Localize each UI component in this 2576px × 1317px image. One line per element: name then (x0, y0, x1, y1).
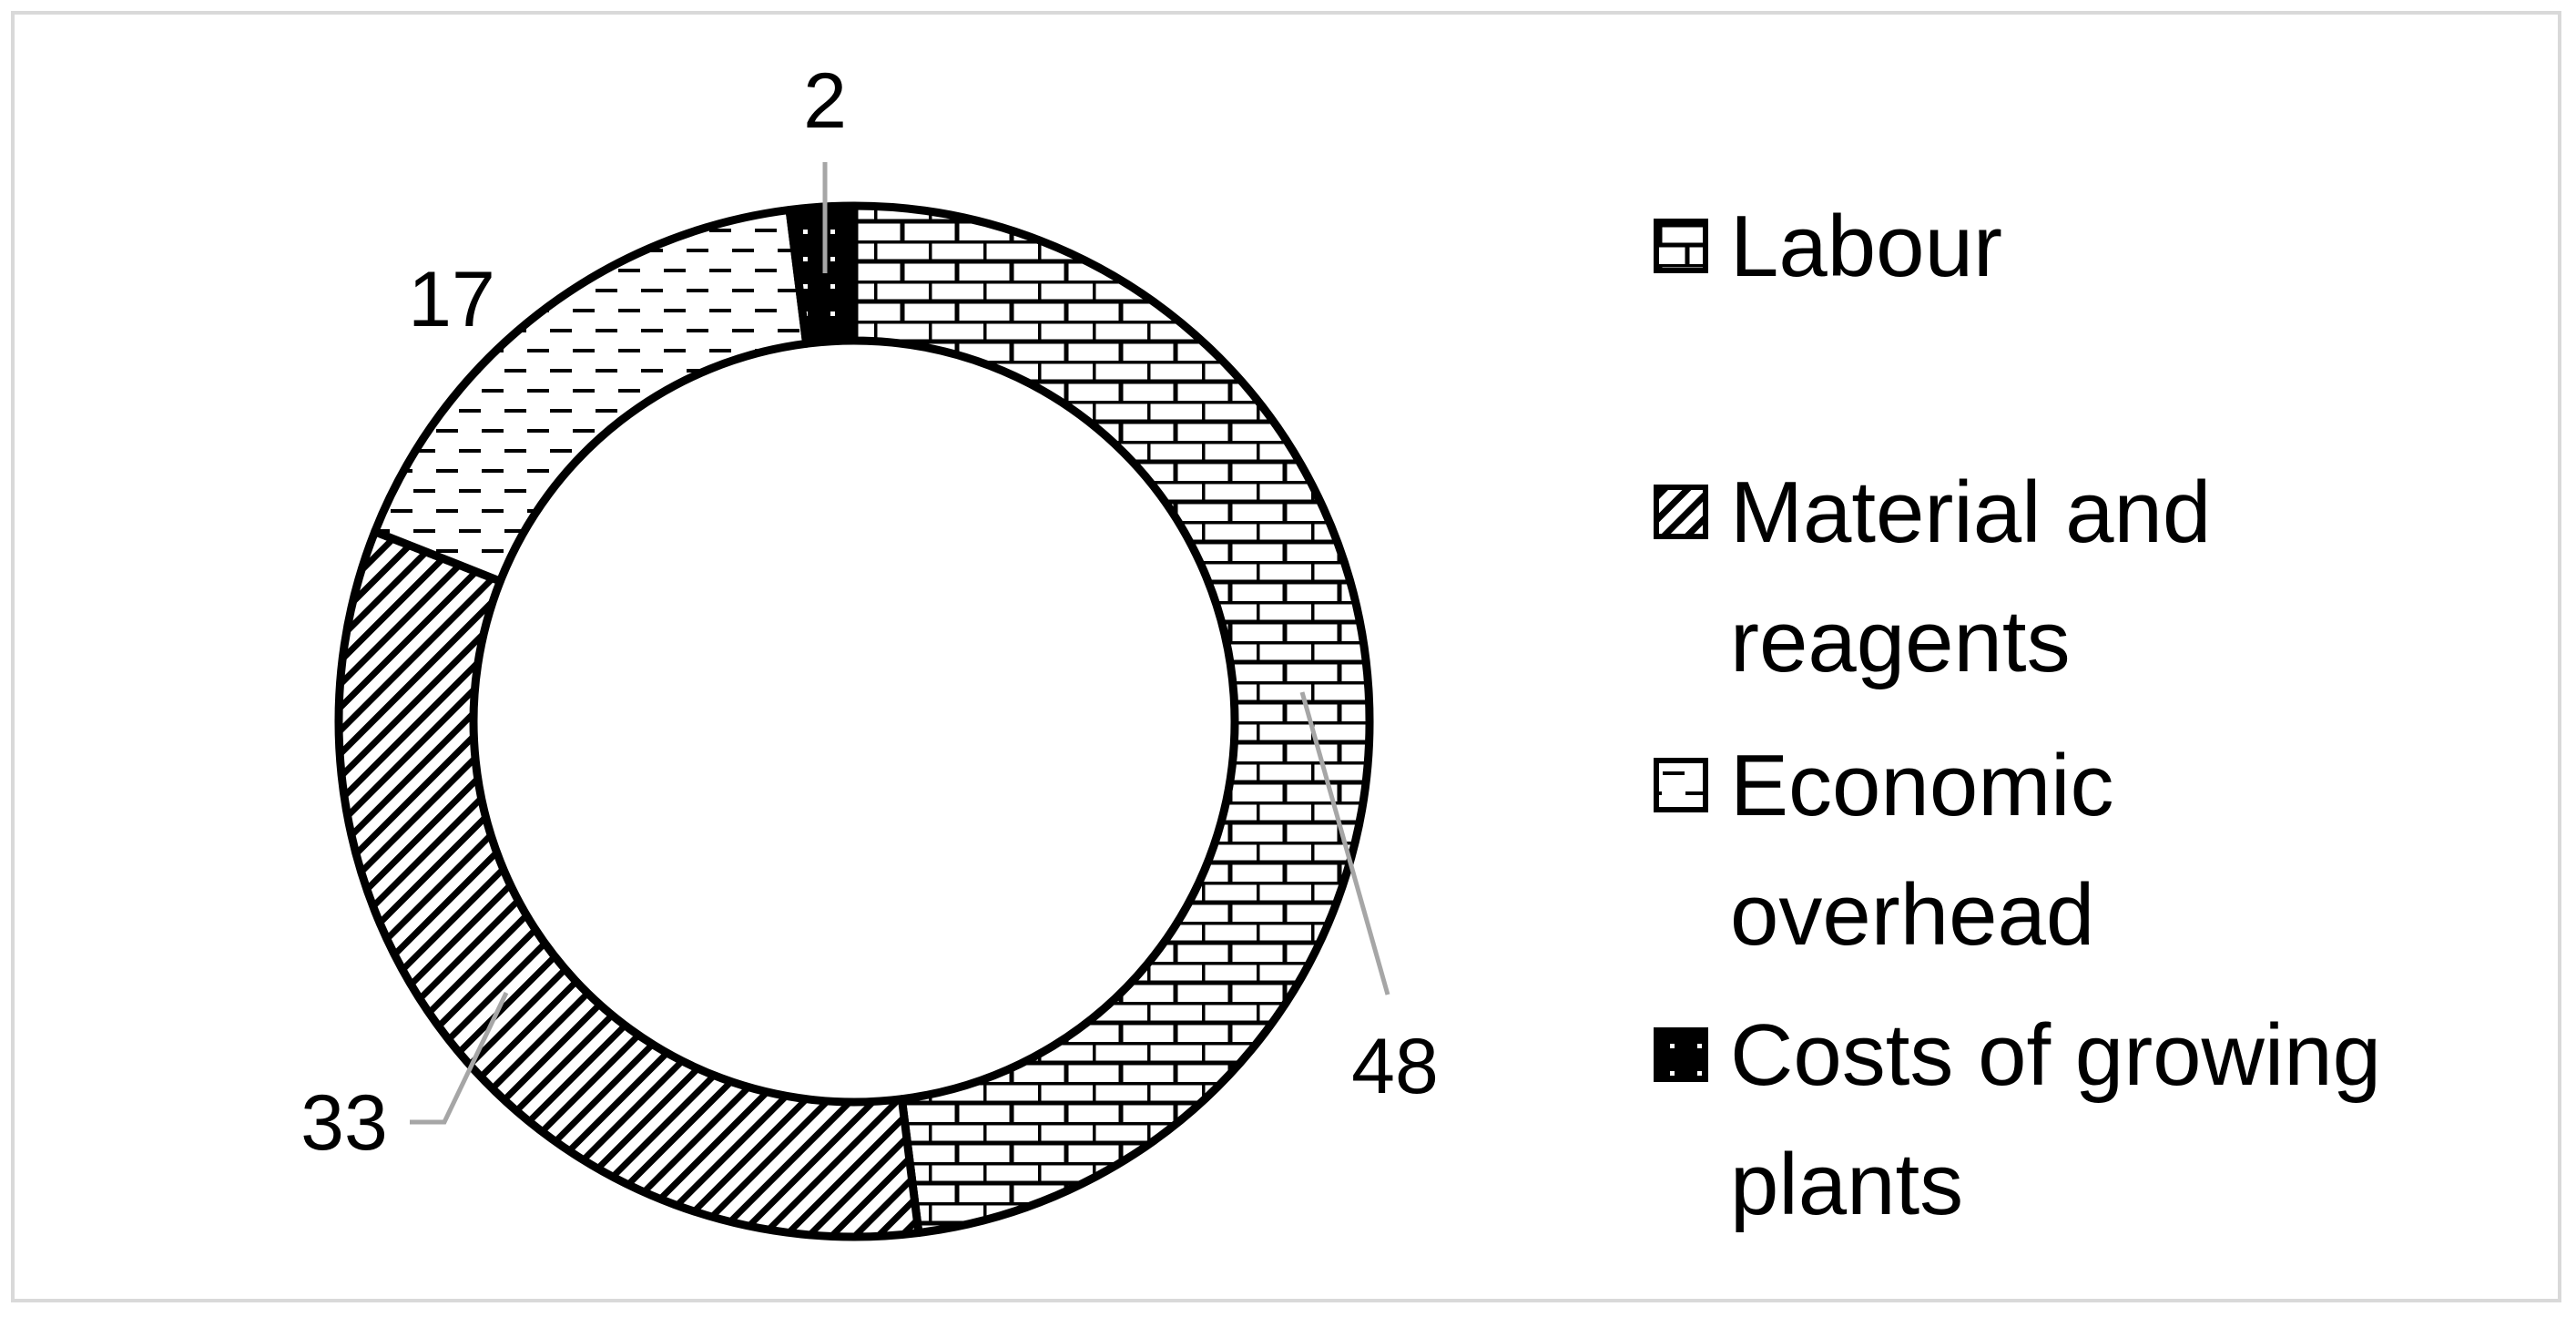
data-label-costs-of-growing-plants: 2 (803, 57, 847, 145)
slice-labour (850, 201, 1374, 1238)
legend-item-costs-of-growing-plants: Costs of growing plants (1654, 991, 2495, 1250)
legend-label-labour: Labour (1730, 198, 2002, 295)
data-label-labour: 48 (1351, 1023, 1439, 1110)
legend-swatch-costs-of-growing-plants (1654, 1027, 1708, 1082)
legend-label-costs-of-growing-plants: Costs of growing plants (1730, 1006, 2381, 1233)
legend-swatch-economic-overhead (1654, 758, 1708, 812)
legend-item-labour: Labour (1654, 182, 2495, 311)
slice-costs-of-growing-plants (785, 201, 859, 348)
legend-label-economic-overhead: Economic overhead (1730, 737, 2114, 964)
legend-item-material-and-reagents: Material and reagents (1654, 448, 2495, 707)
data-label-economic-overhead: 17 (408, 256, 495, 343)
leader-line-labour (1299, 691, 1390, 995)
legend-swatch-material-and-reagents (1654, 485, 1708, 539)
legend-label-material-and-reagents: Material and reagents (1730, 464, 2212, 690)
slice-material-and-reagents (334, 527, 923, 1241)
data-label-material-and-reagents: 33 (300, 1079, 388, 1167)
legend-item-economic-overhead: Economic overhead (1654, 721, 2495, 980)
legend-swatch-labour (1654, 219, 1708, 273)
leader-line-material-and-reagents (410, 991, 509, 1125)
